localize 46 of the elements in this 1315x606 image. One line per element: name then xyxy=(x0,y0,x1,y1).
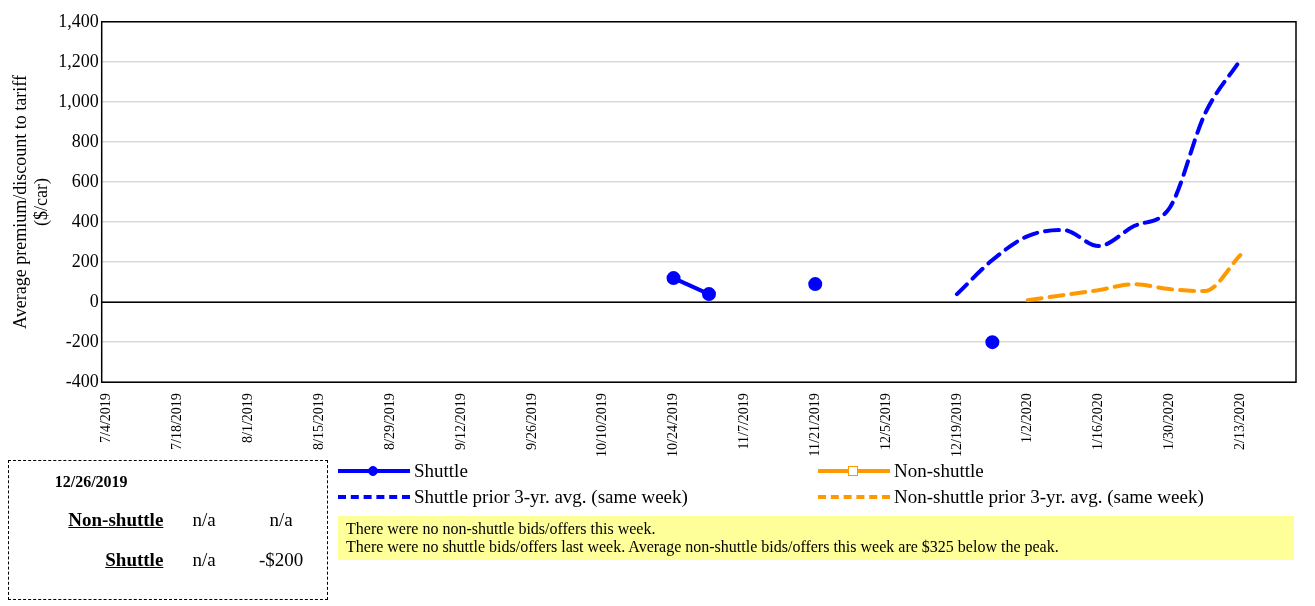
text: n/a xyxy=(192,549,216,570)
text: 12/26/2019 xyxy=(53,472,129,492)
legend-label: Non-shuttle xyxy=(894,460,984,482)
x-tick-label: 11/7/2019 xyxy=(736,393,752,450)
legend-label: Non-shuttle prior 3-yr. avg. (same week) xyxy=(894,486,1204,508)
text: -$200 xyxy=(258,549,304,570)
y-axis-title: Average premium/discount to tariff ($/car) xyxy=(9,75,53,329)
x-tick-label: 11/21/2019 xyxy=(806,393,822,457)
category-label: Shuttle xyxy=(105,549,164,570)
x-tick-label: 7/18/2019 xyxy=(169,393,185,450)
text: n/a xyxy=(269,509,293,530)
point xyxy=(701,287,716,302)
line-series xyxy=(1025,253,1243,303)
y-tick-label: 400 xyxy=(71,210,99,231)
y-tick-label: 800 xyxy=(71,130,99,151)
y-tick-label: -200 xyxy=(65,330,99,351)
y-tick-label: 200 xyxy=(71,250,99,271)
x-tick-label: 7/4/2019 xyxy=(98,393,114,443)
legend-label: Shuttle xyxy=(414,460,468,482)
x-tick-label: 1/30/2020 xyxy=(1161,393,1177,450)
x-tick-label: 1/16/2020 xyxy=(1090,393,1106,450)
text: There were no shuttle bids/offers last week. Average non-shuttle bids/offers this week are $325 below the peak. xyxy=(346,538,1060,556)
x-tick-label: 8/1/2019 xyxy=(240,393,256,443)
x-tick-label: 2/13/2020 xyxy=(1232,393,1248,450)
point xyxy=(666,271,681,286)
legend-label: Shuttle prior 3-yr. avg. (same week) xyxy=(414,486,688,508)
x-tick-label: 1/2/2020 xyxy=(1019,393,1035,443)
text: There were no non-shuttle bids/offers this week. xyxy=(346,520,657,538)
text: n/a xyxy=(192,509,216,530)
y-tick-label: 0 xyxy=(89,290,99,311)
category-label: Non-shuttle xyxy=(68,509,164,530)
y-tick-label: 1,000 xyxy=(58,90,99,111)
x-tick-label: 12/5/2019 xyxy=(877,393,893,450)
x-tick-label: 10/10/2019 xyxy=(594,393,610,457)
point xyxy=(985,335,1000,350)
x-tick-label: 9/12/2019 xyxy=(452,393,468,450)
x-tick-label: 9/26/2019 xyxy=(523,393,539,450)
point xyxy=(808,277,823,292)
y-tick-label: 1,400 xyxy=(58,10,99,31)
y-tick-label: 1,200 xyxy=(58,50,99,71)
x-tick-label: 12/19/2019 xyxy=(948,393,964,457)
y-tick-label: -400 xyxy=(65,370,99,391)
x-tick-label: 8/15/2019 xyxy=(310,393,326,450)
x-tick-label: 8/29/2019 xyxy=(381,393,397,450)
y-tick-label: 600 xyxy=(71,170,99,191)
x-tick-label: 10/24/2019 xyxy=(665,393,681,457)
